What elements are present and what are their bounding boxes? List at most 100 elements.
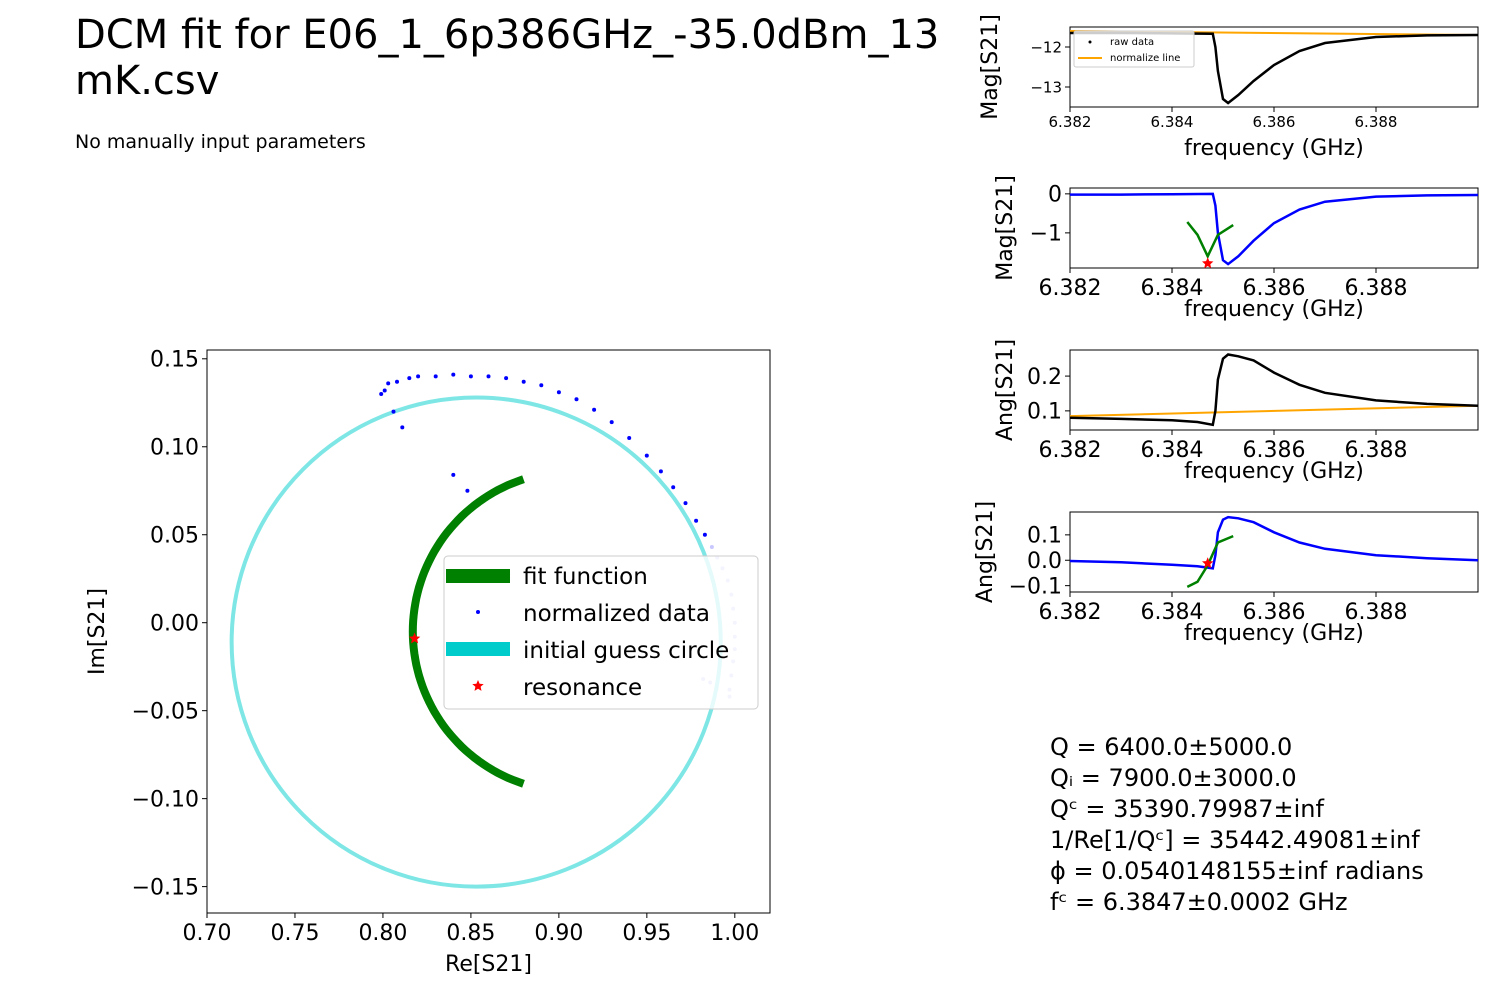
norm-mag-frame (1069, 187, 1479, 269)
raw-ang-plot-area (1070, 353, 1478, 427)
legend-label: raw data (1110, 37, 1154, 48)
param-q: Q = 6400.0±5000.0 (1050, 733, 1293, 761)
raw-ang-xlabel: frequency (GHz) (1184, 459, 1364, 484)
raw-ang-xtick-label: 6.384 (1141, 438, 1204, 463)
param-qc: Qᶜ = 35390.79987±inf (1050, 795, 1324, 823)
main-xtick-label: 0.95 (622, 921, 671, 946)
norm-ang-ytick-label: 0.0 (1027, 549, 1062, 574)
normalized-data-point (627, 436, 632, 440)
normalized-data-point (521, 379, 526, 384)
normalized-data-point (451, 372, 456, 377)
norm-mag-xtick-label: 6.388 (1345, 276, 1408, 301)
norm-ang-xtick-label: 6.386 (1243, 600, 1306, 625)
main-ytick-label: −0.15 (132, 875, 199, 900)
fit-function-arc (408, 475, 525, 788)
legend-label: initial guess circle (523, 638, 729, 664)
norm-mag-ytick-label: −1 (1030, 222, 1062, 247)
normalized-data-point (683, 501, 688, 506)
resonance-marker (1202, 557, 1214, 569)
normalize-line (1070, 404, 1478, 418)
subtitle: No manually input parameters (75, 131, 366, 153)
main-ylabel: Im[S21] (85, 588, 110, 675)
main-ytick-label: −0.10 (132, 787, 199, 812)
norm-ang-xlabel: frequency (GHz) (1184, 621, 1364, 646)
normalized-data-point (416, 374, 421, 379)
main-ytick-label: 0.15 (150, 347, 199, 372)
main-xtick-label: 0.80 (358, 921, 407, 946)
main-frame (206, 349, 771, 914)
norm-mag-ylabel: Mag[S21] (993, 175, 1018, 281)
main-xtick-label: 0.70 (183, 921, 232, 946)
title-line-2: mK.csv (75, 58, 220, 104)
norm-mag-plot-area (1070, 192, 1478, 266)
resonance-marker (408, 632, 421, 644)
normalized-data-point (382, 388, 387, 393)
normalized-data-point (486, 374, 491, 379)
resonance-marker (1202, 257, 1214, 269)
main-legend (443, 555, 759, 710)
norm-ang-plot-area (1070, 515, 1478, 589)
legend-raw-swatch (1088, 40, 1092, 44)
normalized-data-point (433, 374, 438, 379)
norm-ang-ylabel: Ang[S21] (973, 501, 998, 603)
norm-ang-xtick-label: 6.384 (1141, 600, 1204, 625)
legend-resonance-swatch (472, 680, 484, 691)
raw-ang-ytick-label: 0.2 (1027, 365, 1062, 390)
raw-mag-ytick-label: −13 (1030, 78, 1062, 96)
norm-mag-xtick-label: 6.386 (1243, 276, 1306, 301)
main-ytick-label: 0.05 (150, 523, 199, 548)
normalized-data-point (539, 383, 544, 388)
main-ytick-label: −0.05 (132, 699, 199, 724)
norm-mag-xtick-label: 6.384 (1141, 276, 1204, 301)
normalized-data-point (592, 407, 597, 412)
normalized-data-point (391, 409, 396, 414)
normalized-data-point (504, 376, 509, 381)
page-title: DCM fit for E06_1_6p386GHz_-35.0dBm_13 m… (75, 12, 975, 104)
main-xtick-label: 0.75 (270, 921, 319, 946)
param-fc: fᶜ = 6.3847±0.0002 GHz (1050, 888, 1348, 916)
main-xtick-label: 0.85 (446, 921, 495, 946)
main-ytick-label: 0.00 (150, 611, 199, 636)
normalized-data-point (609, 420, 614, 425)
raw-mag-xtick-label: 6.382 (1049, 113, 1092, 131)
legend-label: fit function (523, 564, 648, 590)
main-xlabel: Re[S21] (445, 952, 532, 977)
legend-label: normalize line (1110, 53, 1180, 64)
raw-mag-xtick-label: 6.384 (1151, 113, 1194, 131)
normalized-data-point (702, 532, 707, 537)
norm-ang-xtick-label: 6.388 (1345, 600, 1408, 625)
raw-ang-ytick-label: 0.1 (1027, 400, 1062, 425)
normalized-data-point (379, 392, 384, 396)
normalized-data-point (468, 374, 473, 379)
norm-ang-frame (1069, 511, 1479, 593)
normalized-data-point (574, 397, 579, 402)
normalized-data-point (671, 485, 676, 490)
param-qi: Qᵢ = 7900.0±3000.0 (1050, 764, 1297, 792)
norm-ang-xtick-label: 6.382 (1039, 600, 1102, 625)
raw-data-trace (1070, 353, 1478, 427)
normalized-data-point (694, 518, 699, 523)
raw-mag-ylabel: Mag[S21] (978, 14, 1003, 120)
norm-ang-ytick-label: 0.1 (1027, 524, 1062, 549)
main-xtick-label: 0.90 (534, 921, 583, 946)
param-re-qc: 1/Re[1/Qᶜ] = 35442.49081±inf (1050, 826, 1420, 854)
normalized-data-point (556, 390, 561, 395)
raw-mag-xtick-label: 6.386 (1253, 113, 1296, 131)
normalized-data-point (386, 381, 391, 386)
raw-ang-ylabel: Ang[S21] (993, 339, 1018, 441)
normalized-data-point (400, 425, 405, 430)
raw-ang-xtick-label: 6.386 (1243, 438, 1306, 463)
param-phi: ϕ = 0.0540148155±inf radians (1050, 857, 1424, 885)
legend-normalized-swatch (476, 610, 480, 614)
legend-label: normalized data (523, 601, 710, 627)
raw-ang-xtick-label: 6.382 (1039, 438, 1102, 463)
fit-function-curve (1186, 221, 1234, 260)
normalized-data-point (451, 472, 456, 477)
norm-mag-ytick-label: 0 (1048, 183, 1062, 208)
title-line-1: DCM fit for E06_1_6p386GHz_-35.0dBm_13 (75, 12, 940, 58)
normalized-data-trace (1070, 192, 1478, 266)
main-xtick-label: 1.00 (710, 921, 759, 946)
legend-label: resonance (523, 675, 642, 701)
normalized-data-point (465, 488, 470, 493)
